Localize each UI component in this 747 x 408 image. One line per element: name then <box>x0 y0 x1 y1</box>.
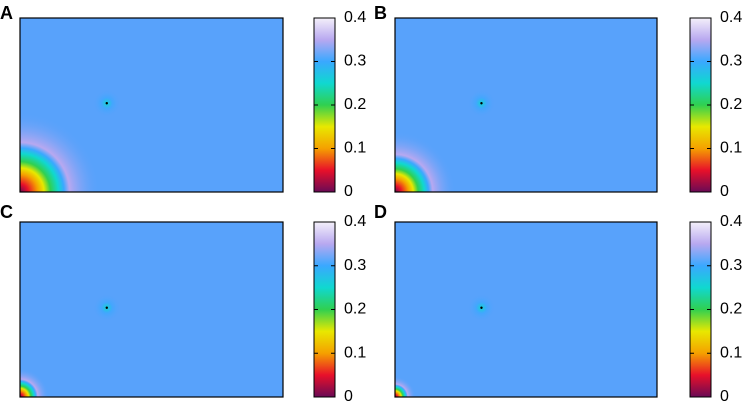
colorbar-tick-label: 0.1 <box>344 140 366 157</box>
point-source <box>105 306 108 309</box>
plot-frame <box>394 17 658 193</box>
colorbar-tick-label: 0.3 <box>344 257 366 274</box>
colorbar-tick-label: 0 <box>720 183 729 200</box>
panel-label: B <box>374 3 387 23</box>
colorbar-tick-label: 0.4 <box>720 213 742 230</box>
colorbar-tick-label: 0.2 <box>344 301 366 318</box>
corner-source <box>20 112 100 192</box>
colorbar-tick-label: 0 <box>344 183 353 200</box>
point-source <box>480 102 483 105</box>
heatmap <box>20 18 283 192</box>
colorbar-tick-label: 0.4 <box>344 9 366 26</box>
corner-source <box>395 131 456 192</box>
heatmap <box>20 222 283 397</box>
corner-source <box>20 368 49 397</box>
plot-frame <box>19 17 284 193</box>
panel-label: D <box>374 202 387 222</box>
colorbar-tick-label: 0.1 <box>720 344 742 361</box>
colorbar-tick-label: 0 <box>344 388 353 405</box>
colorbar-tick-label: 0 <box>720 388 729 405</box>
heatmap <box>395 18 657 192</box>
point-source <box>480 306 483 309</box>
colorbar-tick-label: 0.4 <box>344 213 366 230</box>
colorbar-tick-label: 0.3 <box>720 257 742 274</box>
colorbar-tick-label: 0.1 <box>344 344 366 361</box>
colorbar-tick-label: 0.3 <box>344 53 366 70</box>
colorbar-tick-label: 0.2 <box>720 96 742 113</box>
field <box>395 222 657 397</box>
panel-label: A <box>0 3 13 23</box>
colorbar-tick-label: 0.4 <box>720 9 742 26</box>
corner-source <box>395 376 416 397</box>
colorbar-tick-label: 0.2 <box>720 301 742 318</box>
colorbar-tick-label: 0.1 <box>720 140 742 157</box>
point-source <box>105 102 108 105</box>
panel-label: C <box>0 202 13 222</box>
colorbar-tick-label: 0.3 <box>720 53 742 70</box>
plot-frame <box>19 221 284 398</box>
field <box>20 222 283 397</box>
heatmap <box>395 222 657 397</box>
colorbar-tick-label: 0.2 <box>344 96 366 113</box>
plot-frame <box>394 221 658 398</box>
